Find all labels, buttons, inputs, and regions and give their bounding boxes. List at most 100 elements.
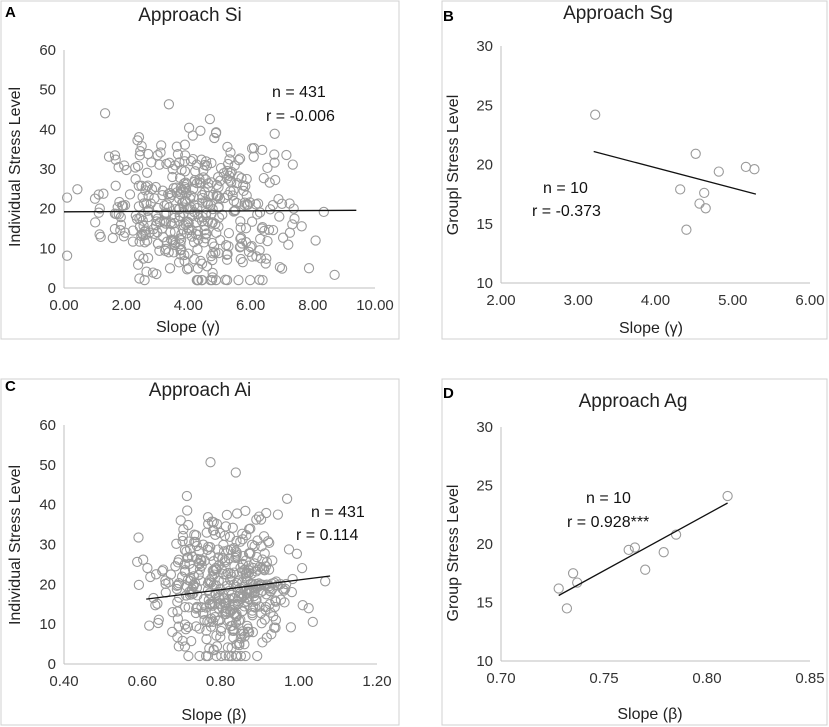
data-point [134,236,145,247]
data-point [220,605,232,617]
data-point [201,633,212,645]
panel-c-points [132,457,331,662]
data-point [205,199,216,211]
data-point [195,575,206,586]
data-point [192,244,203,255]
data-point [222,173,233,184]
data-point [277,232,289,243]
data-point [230,467,241,478]
panel-a-r-label: r = -0.006 [266,108,335,125]
data-point [284,227,296,238]
data-point [179,619,191,630]
data-point [269,157,280,168]
panel-a-y-ticks: 0 10 20 30 40 50 60 [39,42,56,297]
data-point [255,233,266,245]
data-point [165,569,177,580]
data-point [254,245,265,256]
data-point [234,153,246,164]
data-point [244,197,256,208]
data-point [154,216,166,228]
data-point [175,183,186,194]
data-point [261,253,272,264]
data-point [206,218,218,229]
data-point [138,253,149,264]
data-point [152,213,163,224]
panel-b-n-label: n = 10 [543,180,588,197]
data-point [95,231,106,243]
data-point [220,521,232,532]
data-point [228,195,240,207]
data-point [133,532,144,543]
data-point [109,208,121,219]
data-point [227,620,238,632]
y-tick-label: 30 [476,419,493,436]
data-point [185,155,197,167]
panel-b-y-label: Groupl Stress Level [445,95,462,236]
data-point [232,599,243,610]
data-point [231,551,242,562]
data-point [740,161,752,173]
data-point [130,162,141,173]
panel-d-trendline [558,502,728,597]
panel-c-frame [0,378,400,726]
data-point [204,575,215,586]
data-point [329,269,340,281]
data-point [215,632,226,643]
data-point [243,560,254,571]
data-point [243,523,255,535]
data-point [142,252,154,264]
data-point [238,550,249,562]
panel-c-letter: C [5,378,16,395]
x-tick-label: 0.80 [206,673,235,690]
data-point [250,199,261,210]
data-point [193,274,204,286]
data-point [141,198,152,209]
data-point [248,151,259,162]
panel-a-y-label: Individual Stress Level [7,87,24,247]
data-point [157,565,168,577]
data-point [110,154,121,165]
data-point [103,151,115,162]
x-tick-label: 0.75 [589,670,618,687]
panel-c-title: Approach Ai [149,380,251,401]
data-point [713,166,724,177]
data-point [252,209,263,220]
data-point [246,240,257,252]
data-point [134,273,145,284]
data-point [681,224,692,235]
data-point [160,578,171,590]
data-point [214,193,226,204]
data-point [204,616,215,628]
y-tick-label: 15 [476,595,493,612]
data-point [190,607,202,619]
data-point [173,215,185,227]
panel-b-y-ticks: 10 15 20 25 30 [476,38,493,292]
x-tick-label: 1.20 [362,673,391,690]
data-point [240,650,251,662]
data-point [567,568,579,579]
data-point [89,193,101,204]
data-point [152,598,163,609]
data-point [215,527,226,539]
data-point [266,629,277,640]
data-point [670,529,682,540]
x-tick-label: 6.00 [236,297,265,314]
data-point [182,574,194,586]
data-point [192,553,203,565]
panel-a-trendline [63,209,357,213]
data-point [233,591,245,602]
data-point [235,233,246,244]
data-point [157,185,168,196]
panel-d-points [553,490,733,614]
panel-a-n-label: n = 431 [272,84,326,101]
data-point [150,600,161,611]
data-point [144,620,155,631]
data-point [199,187,210,198]
data-point [242,199,254,210]
data-point [207,267,218,279]
data-point [174,203,185,214]
data-point [223,241,234,252]
data-point [132,160,144,172]
data-point [204,588,215,599]
data-point [658,547,669,558]
